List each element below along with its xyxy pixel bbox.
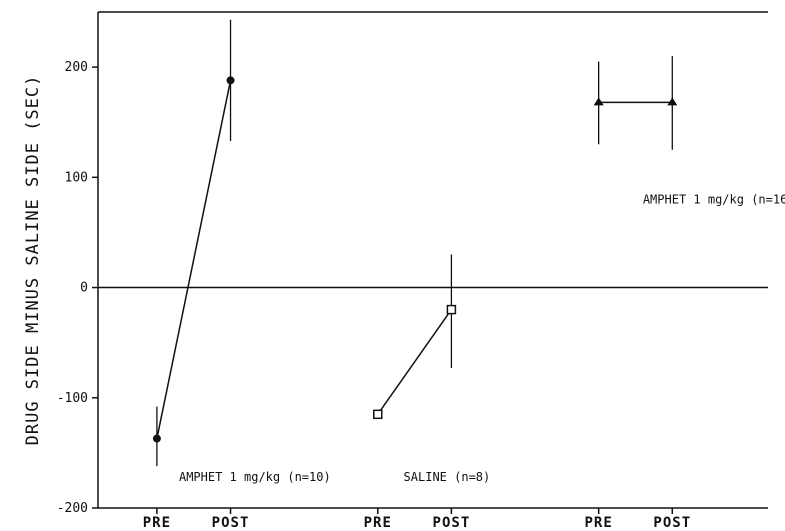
- data-point-square: [446, 304, 457, 315]
- data-point-circle: [152, 434, 161, 443]
- x-tick-label: PRE: [585, 515, 613, 531]
- y-tick-label: -100: [57, 391, 88, 406]
- plot-frame: [97, 11, 768, 509]
- y-tick-label: 0: [80, 281, 88, 296]
- y-tick-label: 100: [65, 170, 88, 185]
- y-axis-label: DRUG SIDE MINUS SALINE SIDE (SEC): [23, 75, 43, 446]
- y-axis-ticks: -200 -100 0 100 200: [57, 60, 98, 516]
- series-annotation: AMPHET 1 mg/kg (n=16): [643, 192, 785, 206]
- x-axis-ticks: PRE POST PRE POST PRE POST: [143, 508, 691, 531]
- data-point-circle: [226, 76, 235, 85]
- x-tick-label: POST: [433, 515, 471, 531]
- data-point-square: [373, 409, 383, 420]
- series-line: [377, 309, 453, 415]
- y-tick-label: 200: [65, 60, 88, 75]
- x-tick-label: POST: [653, 515, 691, 531]
- data-point-triangle: [593, 97, 604, 106]
- annotations: AMPHET 1 mg/kg (n=10) SALINE (n=8) AMPHET …: [179, 192, 785, 484]
- x-tick-label: PRE: [364, 515, 392, 531]
- y-tick-label: -200: [57, 501, 88, 516]
- series-line: [156, 80, 232, 439]
- x-tick-label: PRE: [143, 515, 171, 531]
- x-tick-label: POST: [212, 515, 250, 531]
- series-annotation: AMPHET 1 mg/kg (n=10): [179, 470, 331, 484]
- series-annotation: SALINE (n=8): [404, 470, 491, 484]
- data-point-triangle: [667, 97, 678, 106]
- data-series: [152, 19, 678, 467]
